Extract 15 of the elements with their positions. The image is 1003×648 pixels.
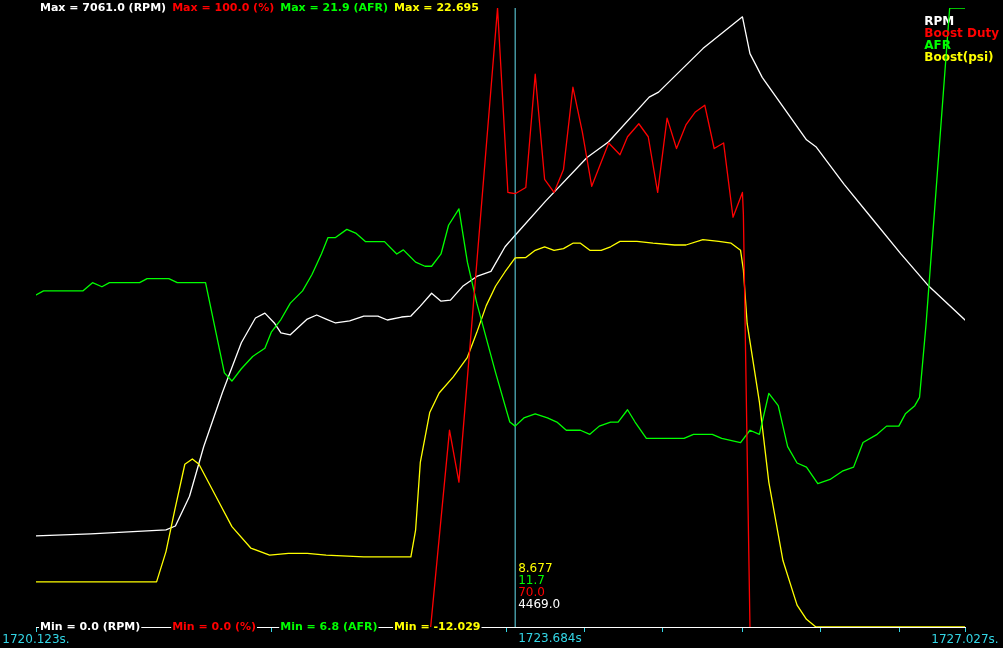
x-tick-label: 1727.027s. [931,632,999,647]
y-tick-label: Min = 0.0 (%) [172,619,256,633]
y-tick-label: Min = 0.0 (RPM) [40,619,141,633]
y-tick-label: Max = 22.695 [394,0,479,14]
y-tick-label: Min = 6.8 (AFR) [280,619,378,633]
annotation: 8.677 [518,561,553,576]
y-tick-label: Max = 21.9 (AFR) [280,0,389,14]
annotation: 11.7 [518,573,545,588]
y-tick-label: Min = -12.029 [394,619,481,633]
annotation: 70.0 [518,585,545,600]
y-tick-label: Max = 100.0 (%) [172,0,275,14]
ref-line-label: 1723.684s [518,631,582,646]
y-tick-label: Max = 7061.0 (RPM) [40,0,167,14]
annotation: 4469.0 [518,597,561,612]
x-tick-label: 1720.123s. [2,632,70,647]
